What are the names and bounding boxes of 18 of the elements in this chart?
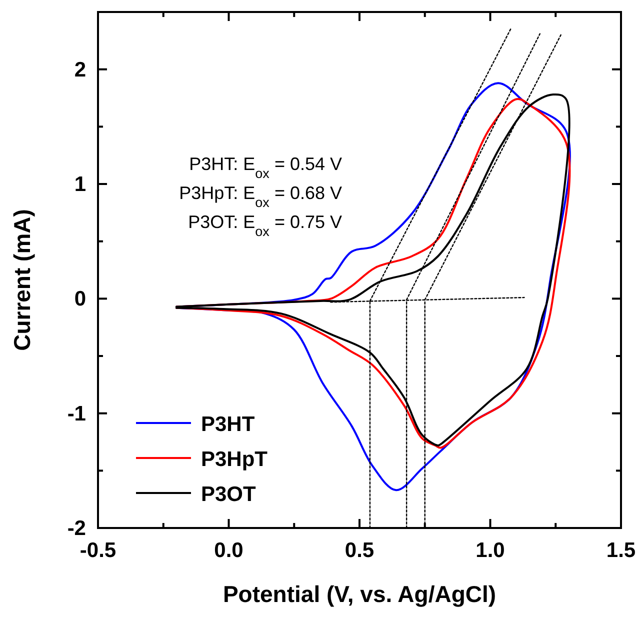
y-tick-label: -2 [67, 517, 86, 540]
x-tick-label: 0.5 [344, 539, 374, 562]
legend-label: P3HT [201, 413, 255, 436]
x-tick-label: 0.0 [214, 539, 244, 562]
legend-label: P3OT [201, 483, 256, 506]
x-tick-label: -0.5 [80, 539, 116, 562]
legend-label: P3HpT [201, 448, 268, 471]
x-tick-label: 1.0 [476, 539, 505, 562]
x-tick-label: 1.5 [606, 539, 636, 562]
x-axis-title: Potential (V, vs. Ag/AgCl) [222, 581, 496, 607]
annotation: P3HT: E$_{ox}$ = 0.54 V [189, 154, 342, 180]
annotation: P3HpT: E$_{ox}$ = 0.68 V [179, 183, 342, 210]
y-tick-label: -1 [67, 402, 86, 426]
y-tick-label: 0 [74, 288, 86, 311]
y-tick-label: 2 [74, 58, 86, 82]
y-axis-title: Current (mA) [9, 209, 35, 351]
annotation: P3OT: E$_{ox}$ = 0.75 V [188, 212, 342, 238]
y-tick-label: 1 [74, 173, 86, 196]
